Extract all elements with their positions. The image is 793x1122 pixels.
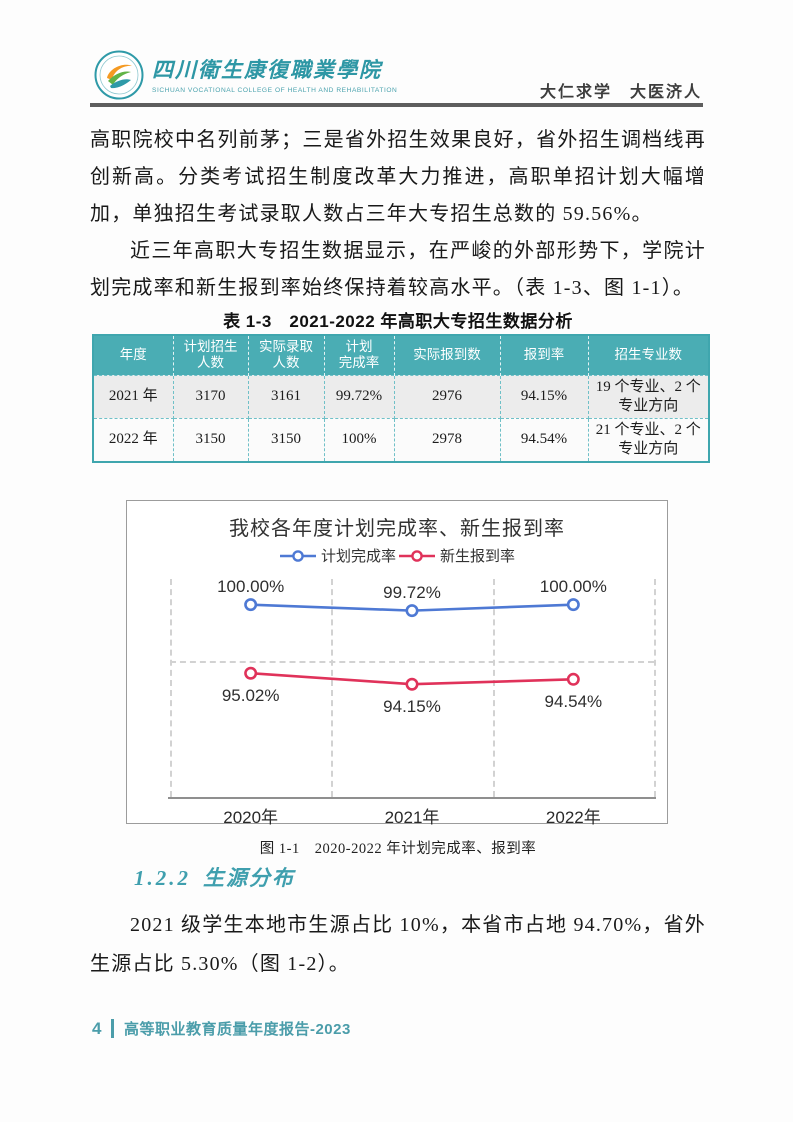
- section-heading: 1.2.2 生源分布: [134, 862, 295, 892]
- chart-data-label: 95.02%: [221, 686, 280, 706]
- table-row: 2021 年 3170 3161 99.72% 2976 94.15% 19 个专业、2 个…: [92, 374, 710, 419]
- table-header-cell: 年度: [93, 335, 173, 375]
- table-cell: 2976: [393, 374, 501, 419]
- chart-point: [566, 598, 580, 612]
- college-name-zh: 四川衛生康復職業學院: [152, 57, 382, 82]
- table-header-row: 年度 计划招生 人数 实际录取 人数 计划 完成率 实际报到数 报到率 招生专业数: [93, 335, 709, 375]
- header-rule: [90, 103, 703, 107]
- legend-label: 新生报到率: [440, 548, 516, 565]
- table-cell: 3161: [247, 374, 325, 419]
- legend-label: 计划完成率: [320, 548, 396, 565]
- vertical-gridline: [170, 579, 172, 797]
- table-cell: 100%: [323, 417, 395, 462]
- table-cell: 3150: [172, 417, 249, 462]
- table-cell: 2021 年: [92, 374, 174, 419]
- table-cell: 99.72%: [323, 374, 395, 419]
- chart-data-label: 100.00%: [217, 576, 285, 596]
- table-cell: 94.54%: [499, 417, 589, 462]
- horizontal-gridline: [170, 661, 654, 663]
- x-axis-label: 2020年: [223, 808, 279, 827]
- table-cell: 19 个专业、2 个专业方向: [587, 374, 710, 419]
- chart-series-svg: [244, 598, 580, 691]
- chart-data-label: 94.54%: [544, 692, 603, 712]
- chart-plot-area: 100.00% 99.72% 100.00% 95.02% 94.15% 94.54%: [170, 576, 656, 797]
- enrollment-data-table: 年度 计划招生 人数 实际录取 人数 计划 完成率 实际报到数 报到率 招生专业数 2021…: [92, 334, 710, 463]
- college-name-en: SICHUAN VOCATIONAL COLLEGE OF HEALTH AND…: [152, 87, 398, 94]
- legend-marker-icon: [399, 549, 435, 562]
- x-axis-label: 2022年: [545, 808, 601, 827]
- chart-point: [566, 672, 580, 686]
- legend-item: 新生报到率: [398, 545, 515, 566]
- college-motto: 大仁求学 大医济人: [539, 84, 702, 101]
- table-header-cell: 实际录取 人数: [247, 335, 324, 375]
- table-header-cell: 招生专业数: [587, 335, 709, 375]
- table-cell: 3170: [172, 374, 249, 419]
- paragraph-3: 2021 级学生本地市生源占比 10%，本省市占地 94.70%，省外生源占比 …: [90, 914, 706, 975]
- paragraph-1: 高职院校中名列前茅；三是省外招生效果良好，省外招生调档线再创新高。分类考试招生制…: [90, 129, 706, 225]
- table-row: 2022 年 3150 3150 100% 2978 94.54% 21 个专业、2 个专业…: [92, 417, 710, 462]
- chart-legend: 计划完成率 新生报到率: [127, 545, 667, 566]
- section-title: 生源分布: [203, 866, 295, 890]
- legend-marker-icon: [279, 549, 316, 562]
- table-cell: 94.15%: [499, 374, 589, 419]
- table-cell: 21 个专业、2 个专业方向: [587, 417, 710, 462]
- body-text-block: 高职院校中名列前茅；三是省外招生效果良好，省外招生调档线再创新高。分类考试招生制…: [90, 122, 706, 307]
- table-header-cell: 计划招生 人数: [172, 335, 248, 375]
- table-header-cell: 报到率: [499, 335, 588, 375]
- paragraph-2: 近三年高职大专招生数据显示，在严峻的外部形势下，学院计划完成率和新生报到率始终保…: [90, 240, 706, 299]
- table-header-cell: 实际报到数: [393, 335, 500, 375]
- chart-data-label: 99.72%: [383, 582, 441, 602]
- chart-title: 我校各年度计划完成率、新生报到率: [229, 518, 565, 540]
- vertical-gridline: [492, 579, 495, 797]
- chart-data-label: 94.15%: [383, 697, 441, 717]
- footer-report-title: 高等职业教育质量年度报告-2023: [123, 1021, 351, 1038]
- chart-point: [405, 677, 419, 691]
- enrollment-rate-chart: 我校各年度计划完成率、新生报到率 计划完成率 新生报到率 100.00% 99.72…: [126, 500, 668, 827]
- section-number: 1.2.2: [134, 866, 191, 890]
- chart-point: [405, 604, 419, 618]
- table-cell: 2978: [393, 417, 501, 462]
- x-axis-label: 2021年: [384, 808, 440, 827]
- vertical-gridline: [654, 579, 656, 797]
- table-cell: 3150: [247, 417, 325, 462]
- chart-point: [244, 598, 258, 612]
- chart-data-label: 100.00%: [539, 576, 607, 596]
- footer-divider: [111, 1019, 114, 1038]
- vertical-gridline: [331, 579, 334, 797]
- college-logo: 四川衛生康復職業學院 SICHUAN VOCATIONAL COLLEGE OF…: [94, 50, 397, 100]
- x-axis-line: [168, 797, 656, 799]
- legend-item: 计划完成率: [279, 545, 396, 566]
- page-footer: 4 高等职业教育质量年度报告-2023: [92, 1018, 351, 1039]
- table-cell: 2022 年: [92, 417, 174, 462]
- table-title: 表 1-3 2021-2022 年高职大专招生数据分析: [223, 312, 573, 331]
- college-emblem-icon: [94, 50, 144, 100]
- table-header-cell: 计划 完成率: [323, 335, 394, 375]
- page-number: 4: [92, 1018, 102, 1038]
- figure-caption: 图 1-1 2020-2022 年计划完成率、报到率: [259, 841, 537, 857]
- chart-point: [244, 666, 258, 680]
